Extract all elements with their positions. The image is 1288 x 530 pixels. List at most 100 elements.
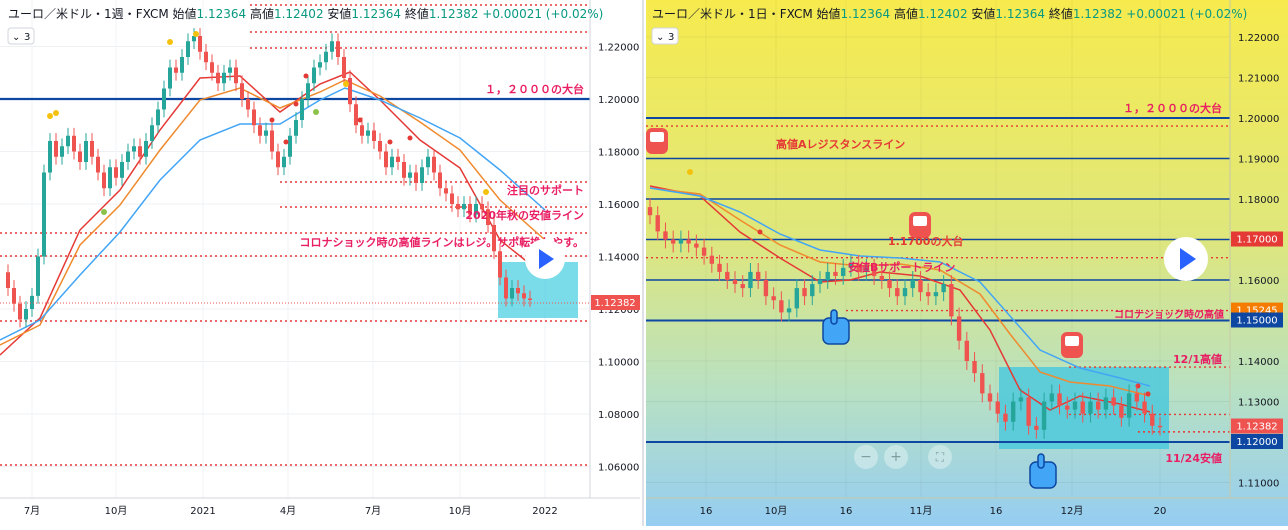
daily-candle: [1111, 397, 1116, 406]
weekly-signal-dot: [101, 209, 107, 215]
daily-candle: [918, 280, 923, 293]
open-value: 1.12364: [197, 7, 250, 21]
weekly-signal-dot: [387, 139, 393, 145]
weekly-candle: [12, 288, 16, 304]
weekly-candle: [144, 141, 148, 157]
weekly-x-tick: 2022: [532, 506, 557, 517]
daily-candle: [694, 243, 699, 248]
daily-candle: [786, 308, 792, 313]
daily-candle: [840, 267, 846, 276]
daily-candle: [763, 280, 769, 297]
daily-x-tick: 16: [990, 506, 1003, 517]
daily-price-label: 1.12000: [1236, 437, 1277, 448]
weekly-signal-dot: [167, 39, 173, 45]
weekly-candle: [132, 146, 136, 152]
daily-candle: [995, 401, 1000, 414]
indicators-toggle[interactable]: [7, 27, 35, 45]
daily-candle: [709, 255, 715, 264]
daily-candle: [964, 340, 970, 361]
weekly-x-tick: 10月: [105, 505, 128, 517]
daily-candle: [1088, 401, 1093, 414]
weekly-candle: [288, 135, 292, 157]
daily-candle: [1034, 425, 1039, 430]
weekly-x-tick: 7月: [24, 505, 40, 517]
red-hand-icon-face: [1065, 336, 1079, 346]
weekly-candle: [210, 62, 214, 73]
daily-candle: [864, 267, 869, 272]
weekly-annotation-support: 注目のサポート: [507, 183, 584, 197]
weekly-candle: [228, 67, 232, 73]
weekly-signal-dot: [193, 31, 199, 37]
weekly-candle: [264, 130, 268, 136]
weekly-candle: [180, 57, 184, 73]
weekly-candle: [174, 67, 178, 73]
weekly-candle: [426, 156, 430, 168]
weekly-candle: [204, 51, 208, 63]
daily-x-tick: 16: [700, 506, 713, 517]
daily-price-label: 1.12382: [1236, 422, 1277, 433]
weekly-candle: [318, 62, 322, 68]
weekly-signal-dot: [269, 117, 275, 123]
weekly-candle: [396, 156, 400, 162]
weekly-candle: [372, 130, 376, 141]
daily-candle: [1049, 393, 1055, 402]
daily-y-tick: 1.18000: [1238, 195, 1279, 206]
daily-candle: [701, 247, 707, 256]
daily-candle: [1010, 401, 1016, 422]
daily-candle: [910, 280, 915, 289]
weekly-candle: [108, 167, 112, 189]
weekly-signal-dot: [53, 110, 59, 116]
indicators-toggle[interactable]: [651, 27, 679, 45]
daily-price-label: 1.17000: [1236, 235, 1277, 246]
daily-candle: [755, 271, 761, 280]
weekly-signal-dot: [303, 73, 309, 79]
daily-candle: [732, 280, 738, 285]
daily-price-label: 1.15245: [1236, 306, 1277, 317]
daily-candle: [933, 292, 939, 297]
weekly-y-tick: 1.06000: [598, 463, 639, 474]
weekly-candle: [324, 51, 328, 63]
daily-candle: [925, 292, 931, 297]
weekly-ma-fast: [0, 71, 536, 356]
weekly-candle: [342, 57, 346, 78]
weekly-candle: [462, 204, 466, 210]
daily-candle: [1065, 405, 1070, 410]
weekly-price-label: 1.12382: [594, 298, 635, 309]
svg-text:+: +: [890, 449, 902, 465]
daily-annotation-support-b: 安値Bサポートライン: [848, 260, 955, 274]
daily-candle: [871, 267, 877, 276]
weekly-candle: [432, 156, 436, 173]
weekly-play-button[interactable]: [525, 239, 565, 279]
daily-candle: [817, 280, 823, 285]
zoom-controls[interactable]: − + ⛶: [854, 445, 952, 469]
daily-candle: [1080, 401, 1085, 414]
daily-ma-mid: [649, 187, 1151, 397]
weekly-candle: [48, 141, 52, 173]
change-value: +0.00021 (+0.02%): [482, 7, 603, 21]
weekly-x-tick: 7月: [365, 505, 381, 517]
daily-candle: [1026, 397, 1031, 426]
daily-y-tick: 1.16000: [1238, 276, 1279, 287]
ohlc-header: ユーロ／米ドル・1週・FXCM 始値1.12364 高値1.12402 安値1.…: [8, 6, 603, 21]
weekly-signal-dot: [483, 189, 489, 195]
daily-annotation-1.17: 1.1700の大台: [888, 234, 963, 248]
weekly-candle: [192, 36, 196, 42]
red-hand-icon-face: [913, 216, 927, 226]
daily-candle: [1119, 405, 1124, 418]
weekly-candle: [294, 120, 298, 136]
low-label: 安値: [971, 6, 995, 21]
daily-candle: [1095, 401, 1101, 410]
weekly-candle: [282, 156, 286, 168]
daily-candle: [678, 239, 684, 244]
daily-candle: [1157, 425, 1163, 428]
sep: ・: [736, 7, 748, 21]
weekly-candle: [216, 72, 220, 84]
daily-candle: [1018, 397, 1024, 402]
weekly-candle: [24, 309, 28, 320]
weekly-candle: [456, 204, 460, 210]
daily-ma-slow: [649, 187, 1151, 387]
daily-candle: [949, 284, 954, 317]
weekly-candle: [270, 130, 274, 152]
daily-play-button[interactable]: [1164, 237, 1208, 281]
